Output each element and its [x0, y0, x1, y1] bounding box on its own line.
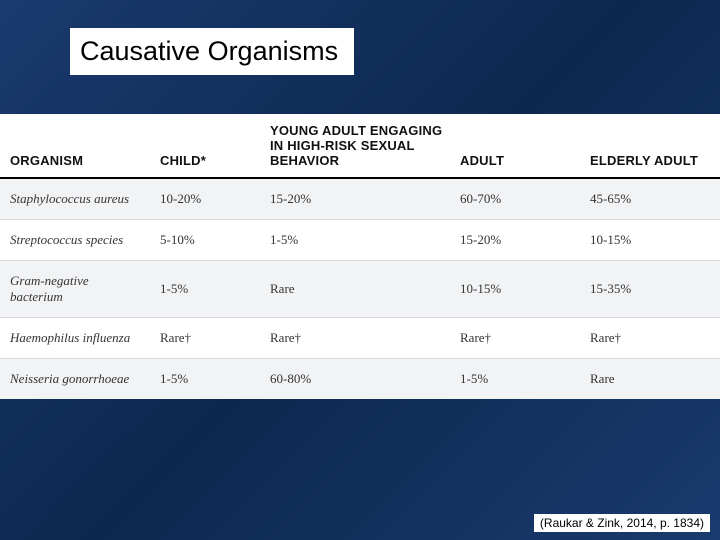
- organisms-table: ORGANISM CHILD* YOUNG ADULT ENGAGING IN …: [0, 114, 720, 399]
- cell-adult: 1-5%: [450, 358, 580, 399]
- cell-young-adult: 1-5%: [260, 219, 450, 260]
- cell-young-adult: 60-80%: [260, 358, 450, 399]
- cell-young-adult: 15-20%: [260, 178, 450, 220]
- cell-child: 5-10%: [150, 219, 260, 260]
- col-young-adult: YOUNG ADULT ENGAGING IN HIGH-RISK SEXUAL…: [260, 114, 450, 178]
- cell-organism: Haemophilus influenza: [0, 317, 150, 358]
- cell-organism: Neisseria gonorrhoeae: [0, 358, 150, 399]
- cell-organism: Streptococcus species: [0, 219, 150, 260]
- slide-title: Causative Organisms: [70, 28, 354, 75]
- cell-organism: Gram-negative bacterium: [0, 260, 150, 317]
- cell-adult: 15-20%: [450, 219, 580, 260]
- cell-young-adult: Rare†: [260, 317, 450, 358]
- cell-elderly: 15-35%: [580, 260, 720, 317]
- table-row: Staphylococcus aureus 10-20% 15-20% 60-7…: [0, 178, 720, 220]
- table-header-row: ORGANISM CHILD* YOUNG ADULT ENGAGING IN …: [0, 114, 720, 178]
- col-organism: ORGANISM: [0, 114, 150, 178]
- slide: Causative Organisms ORGANISM CHILD* YOUN…: [0, 0, 720, 540]
- cell-adult: 10-15%: [450, 260, 580, 317]
- cell-child: 1-5%: [150, 358, 260, 399]
- cell-child: 10-20%: [150, 178, 260, 220]
- table-container: ORGANISM CHILD* YOUNG ADULT ENGAGING IN …: [0, 114, 720, 399]
- table-row: Gram-negative bacterium 1-5% Rare 10-15%…: [0, 260, 720, 317]
- cell-elderly: 45-65%: [580, 178, 720, 220]
- table-row: Neisseria gonorrhoeae 1-5% 60-80% 1-5% R…: [0, 358, 720, 399]
- cell-elderly: Rare: [580, 358, 720, 399]
- cell-elderly: Rare†: [580, 317, 720, 358]
- cell-adult: Rare†: [450, 317, 580, 358]
- col-child: CHILD*: [150, 114, 260, 178]
- cell-organism: Staphylococcus aureus: [0, 178, 150, 220]
- cell-adult: 60-70%: [450, 178, 580, 220]
- col-elderly: ELDERLY ADULT: [580, 114, 720, 178]
- cell-elderly: 10-15%: [580, 219, 720, 260]
- citation: (Raukar & Zink, 2014, p. 1834): [534, 514, 710, 532]
- table-row: Haemophilus influenza Rare† Rare† Rare† …: [0, 317, 720, 358]
- cell-child: 1-5%: [150, 260, 260, 317]
- cell-young-adult: Rare: [260, 260, 450, 317]
- cell-child: Rare†: [150, 317, 260, 358]
- col-adult: ADULT: [450, 114, 580, 178]
- table-row: Streptococcus species 5-10% 1-5% 15-20% …: [0, 219, 720, 260]
